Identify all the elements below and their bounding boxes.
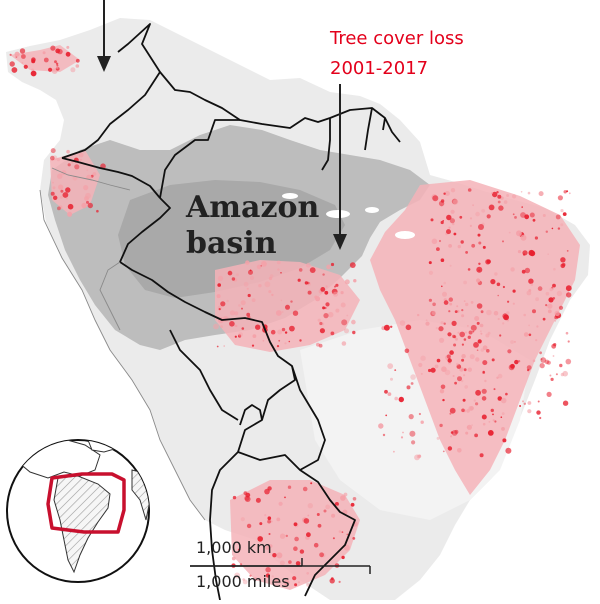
- amazon-basin-label-line2: basin: [186, 226, 277, 261]
- tree-cover-loss-label: Tree cover loss 2001-2017: [330, 24, 464, 84]
- country-borders: [61, 23, 401, 601]
- tree-cover-loss-label-line2: 2001-2017: [330, 58, 429, 79]
- scale-bars: [190, 558, 371, 574]
- scale-km-label: 1,000 km: [196, 538, 272, 557]
- annotation-arrows: [97, 0, 347, 250]
- amazon-basin-label: Amazon basin: [186, 190, 319, 262]
- tree-cover-loss-label-line1: Tree cover loss: [330, 28, 464, 49]
- globe-south-america: [53, 475, 111, 574]
- globe-inset: [6, 439, 150, 583]
- globe-locator-frame: [46, 472, 126, 534]
- coastline: [39, 167, 206, 521]
- scale-miles-label: 1,000 miles: [196, 572, 290, 591]
- amazon-basin-label-line1: Amazon: [186, 190, 320, 225]
- water-bodies: [282, 193, 415, 239]
